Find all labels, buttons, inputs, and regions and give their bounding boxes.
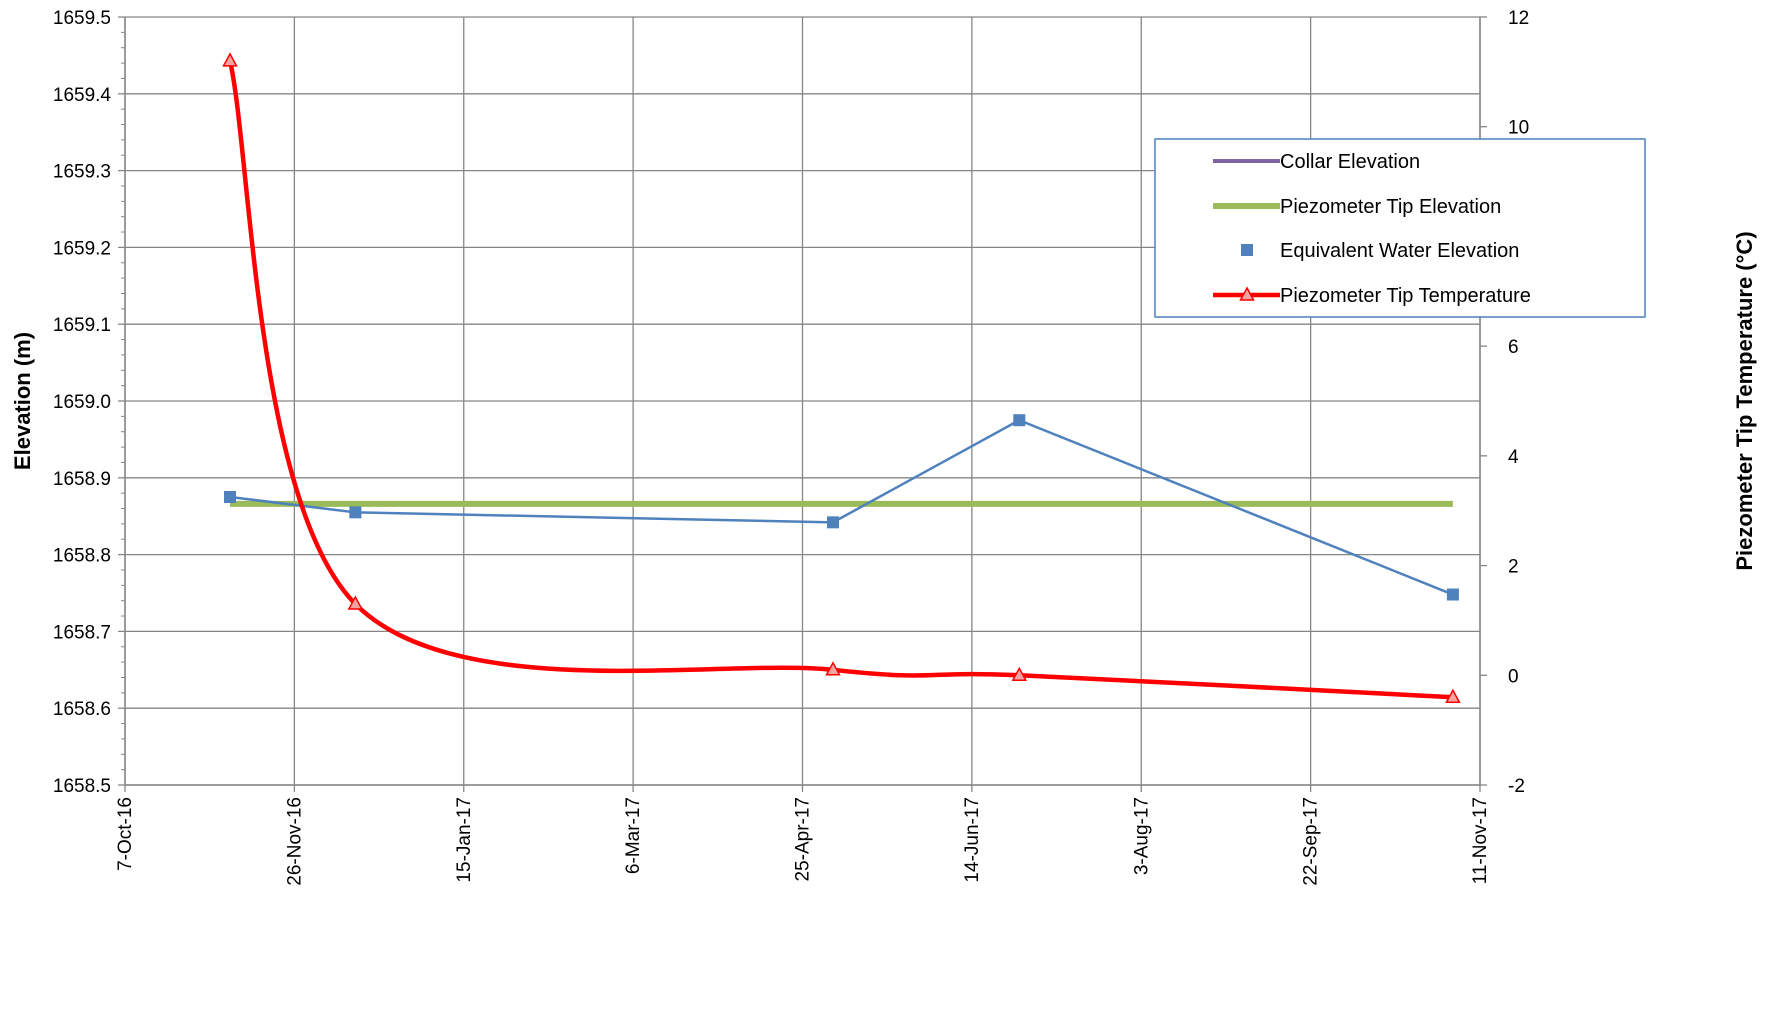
x-tick-label: 11-Nov-17 xyxy=(1470,797,1491,884)
data-point-equivalent-water-elevation xyxy=(349,506,362,519)
data-point-equivalent-water-elevation xyxy=(224,491,237,503)
legend-item-piezometer-tip-elevation: Piezometer Tip Elevation xyxy=(1213,196,1501,218)
x-tick-label: 26-Nov-16 xyxy=(284,797,305,886)
x-tick-label: 3-Aug-17 xyxy=(1131,797,1152,875)
y-right-tick-label: 4 xyxy=(1508,447,1519,468)
y-left-tick-label: 1659.5 xyxy=(53,8,111,29)
y-left-tick-label: 1658.9 xyxy=(53,469,111,490)
series-layer xyxy=(222,52,1461,703)
x-tick-label: 7-Oct-16 xyxy=(115,797,136,871)
data-point-piezometer-tip-temperature xyxy=(1445,688,1461,703)
y-left-tick-label: 1658.6 xyxy=(53,699,111,720)
legend-item-piezometer-tip-temperature: Piezometer Tip Temperature xyxy=(1213,285,1531,307)
x-tick-label: 14-Jun-17 xyxy=(962,797,983,883)
y-left-tick-label: 1659.1 xyxy=(53,315,111,336)
y-left-tick-label: 1658.7 xyxy=(53,622,111,643)
y-left-tick-label: 1659.3 xyxy=(53,162,111,183)
x-tick-label: 25-Apr-17 xyxy=(793,797,814,882)
series-line-piezometer-tip-temperature xyxy=(227,60,1454,700)
y-right-tick-label: 2 xyxy=(1508,557,1519,578)
data-point-equivalent-water-elevation xyxy=(1013,414,1026,427)
y-right-tick-label: 12 xyxy=(1508,8,1529,29)
y-left-tick-label: 1659.2 xyxy=(53,238,111,259)
legend-item-equivalent-water-elevation: Equivalent Water Elevation xyxy=(1241,240,1519,262)
data-point-piezometer-tip-temperature xyxy=(347,595,364,610)
y-left-tick-label: 1658.5 xyxy=(53,776,111,797)
x-tick-label: 6-Mar-17 xyxy=(623,797,644,874)
legend: Collar Elevation Piezometer Tip Elevatio… xyxy=(1154,138,1646,318)
y-left-tick-label: 1659.4 xyxy=(53,85,112,106)
legend-box xyxy=(1154,138,1646,318)
axes: 1658.5 1658.6 1658.7 1658.8 1658.9 1659.0 1659… xyxy=(53,8,1529,886)
data-point-piezometer-tip-temperature xyxy=(1011,666,1028,682)
legend-label-equivalent-water-elevation: Equivalent Water Elevation xyxy=(1280,240,1519,262)
data-point-equivalent-water-elevation xyxy=(826,516,839,529)
y-left-tick-label: 1659.0 xyxy=(53,392,111,413)
legend-item-collar-elevation: Collar Elevation xyxy=(1213,151,1420,173)
y-right-tick-label: 0 xyxy=(1508,666,1519,687)
data-point-equivalent-water-elevation xyxy=(1446,588,1459,601)
y-axis-left-title: Elevation (m) xyxy=(10,332,35,470)
data-point-piezometer-tip-temperature xyxy=(222,52,238,67)
legend-marker-equivalent-water-elevation xyxy=(1241,244,1253,256)
y-left-tick-label: 1658.8 xyxy=(53,546,111,567)
data-point-piezometer-tip-temperature xyxy=(825,661,841,676)
legend-label-collar-elevation: Collar Elevation xyxy=(1280,151,1420,173)
y-axis-right-title: Piezometer Tip Temperature (°C) xyxy=(1732,231,1757,570)
legend-marker-piezometer-tip-temperature xyxy=(1239,286,1255,301)
x-tick-label: 22-Sep-17 xyxy=(1301,797,1322,886)
legend-label-piezometer-tip-temperature: Piezometer Tip Temperature xyxy=(1280,285,1531,307)
legend-label-piezometer-tip-elevation: Piezometer Tip Elevation xyxy=(1280,196,1501,218)
x-tick-label: 15-Jan-17 xyxy=(454,797,475,883)
y-right-tick-label: -2 xyxy=(1508,776,1525,797)
y-right-tick-label: 10 xyxy=(1508,118,1529,139)
y-right-tick-label: 6 xyxy=(1508,337,1519,358)
